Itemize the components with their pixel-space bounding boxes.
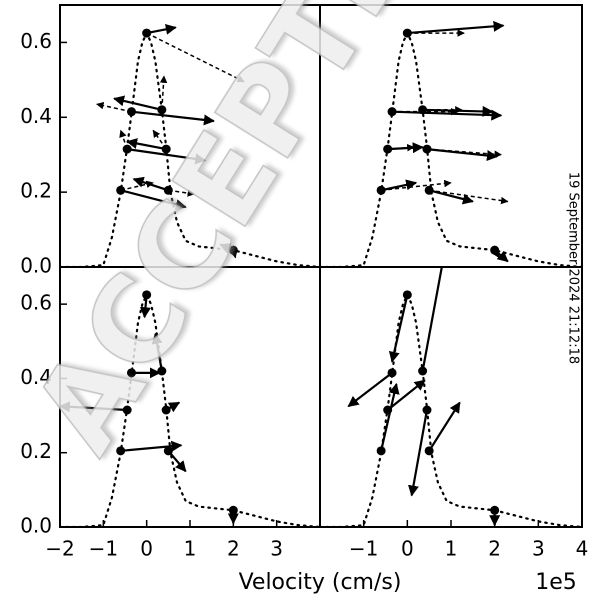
point xyxy=(161,405,171,415)
arrow xyxy=(388,294,409,363)
point xyxy=(383,144,393,154)
arrow xyxy=(407,20,505,35)
arrow xyxy=(60,401,128,413)
arrow xyxy=(380,382,400,452)
point xyxy=(142,290,152,300)
point xyxy=(387,368,397,378)
x-tick-label: 2 xyxy=(227,537,240,561)
y-tick-label: 0.4 xyxy=(20,104,52,128)
point xyxy=(116,185,126,195)
offset-label: 1e5 xyxy=(535,570,577,595)
point xyxy=(490,245,500,255)
arrow xyxy=(131,110,215,126)
panel xyxy=(60,290,320,527)
y-tick-label: 0.2 xyxy=(20,439,52,463)
point xyxy=(424,185,434,195)
x-axis-label: Velocity (cm/s) xyxy=(239,570,402,595)
arrow xyxy=(168,189,196,197)
arrow xyxy=(96,101,132,113)
point xyxy=(127,107,136,117)
arrow xyxy=(381,179,452,192)
arrow xyxy=(159,75,168,110)
panel xyxy=(320,267,582,527)
point xyxy=(228,505,238,515)
arrow xyxy=(120,189,187,210)
x-tick-label: 1 xyxy=(184,537,197,561)
panel xyxy=(320,20,582,267)
arrow xyxy=(380,179,418,192)
x-tick-label: 0 xyxy=(401,537,414,561)
arrow xyxy=(428,189,474,205)
y-tick-label: 0.0 xyxy=(20,514,52,538)
point xyxy=(490,505,500,515)
point xyxy=(163,185,173,195)
arrow xyxy=(127,148,207,165)
point xyxy=(422,144,432,154)
x-tick-label: 4 xyxy=(576,537,589,561)
x-tick-label: 3 xyxy=(270,537,283,561)
point xyxy=(422,405,432,415)
point xyxy=(228,245,238,255)
arrow xyxy=(151,332,163,372)
arrow xyxy=(408,409,429,497)
arrow xyxy=(428,401,461,452)
arrow xyxy=(421,267,443,372)
arrow xyxy=(387,143,415,152)
x-tick-label: 0 xyxy=(140,537,153,561)
arrow xyxy=(126,138,167,151)
x-tick-label: 3 xyxy=(532,537,545,561)
point xyxy=(157,366,167,376)
x-tick-label: −2 xyxy=(45,537,74,561)
point xyxy=(402,28,412,38)
point xyxy=(157,105,167,115)
timestamp: 19 September 2024 21:12:18 xyxy=(566,172,581,364)
y-tick-label: 0.6 xyxy=(20,291,52,315)
point xyxy=(376,446,386,456)
point xyxy=(163,446,173,456)
x-tick-label: 1 xyxy=(445,537,458,561)
x-tick-label: −1 xyxy=(89,537,118,561)
arrow xyxy=(426,148,502,158)
point xyxy=(383,405,393,415)
arrow xyxy=(426,148,498,161)
x-tick-label: −1 xyxy=(349,537,378,561)
y-tick-label: 0.2 xyxy=(20,179,52,203)
point xyxy=(122,405,132,415)
point xyxy=(424,446,434,456)
point xyxy=(402,290,412,300)
arrow xyxy=(120,180,154,192)
y-tick-label: 0.6 xyxy=(20,29,52,53)
point xyxy=(127,368,136,378)
profile-line xyxy=(320,292,582,527)
point xyxy=(376,185,386,195)
point xyxy=(116,446,126,456)
x-tick-label: 2 xyxy=(488,537,501,561)
panels: 0.0 0.2 0.4 0.6 0.0 0.2 0.4 0.6 −2 −1 0 1 2 3 −1 0 1 2 3 4 xyxy=(20,4,589,561)
point xyxy=(418,366,428,376)
point xyxy=(418,105,428,115)
y-tick-label: 0.4 xyxy=(20,365,52,389)
panel xyxy=(60,23,320,267)
arrow xyxy=(146,23,177,35)
arrow xyxy=(120,440,183,452)
arrow xyxy=(113,95,163,111)
arrow xyxy=(347,371,393,408)
arrow xyxy=(386,379,426,411)
arrow xyxy=(429,189,509,205)
point xyxy=(387,107,397,117)
y-tick-label: 0.0 xyxy=(20,254,52,278)
point xyxy=(161,144,171,154)
point xyxy=(122,144,132,154)
point xyxy=(142,28,152,38)
